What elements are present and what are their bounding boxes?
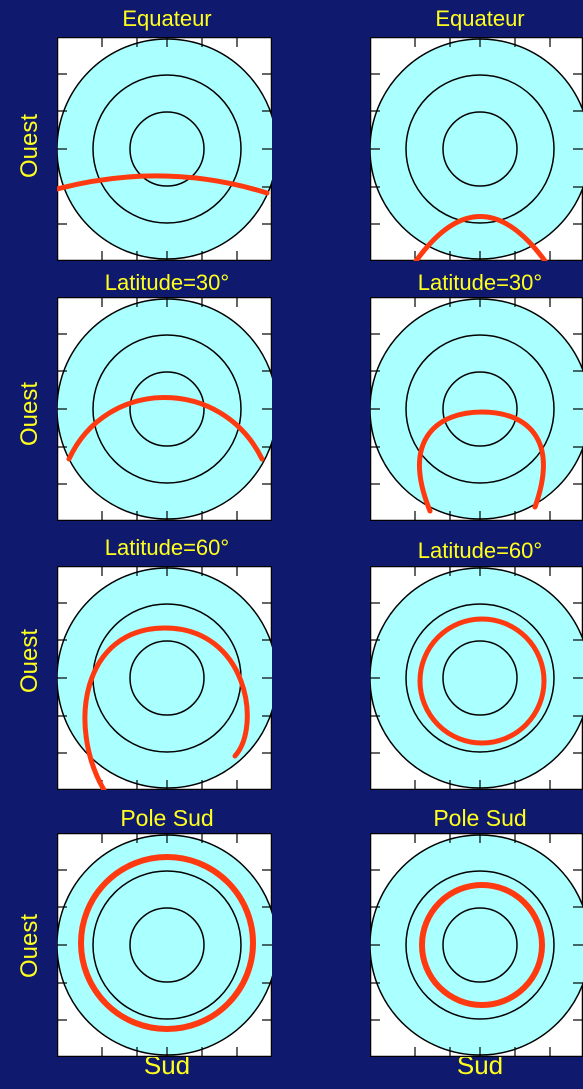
side-label-row-1: Ouest — [16, 113, 43, 179]
sky-panel-equator-right — [370, 37, 583, 261]
horizon-circle — [57, 38, 272, 260]
panel-frame — [57, 37, 272, 261]
altitude-circle-60 — [129, 371, 205, 447]
panel-title-left-2: Latitude=30° — [104, 270, 230, 295]
sky-panel-pole-right — [370, 833, 583, 1057]
sun-path — [417, 616, 547, 746]
panel-frame — [57, 833, 272, 1057]
panel-title-right-3: Latitude=60° — [417, 538, 543, 563]
altitude-circle-60 — [129, 640, 205, 716]
altitude-circle-60 — [442, 371, 518, 447]
sky-panel-equator-left — [57, 37, 272, 261]
sun-path — [413, 214, 548, 261]
panel-frame — [57, 297, 272, 521]
panel-frame — [370, 833, 583, 1057]
panel-frame — [370, 297, 583, 521]
altitude-circle-30 — [405, 74, 555, 224]
panel-title-right-1: Equateur — [435, 6, 525, 31]
sky-panel-lat60-left — [57, 566, 272, 790]
altitude-circle-30 — [92, 334, 242, 484]
altitude-circle-60 — [129, 907, 205, 983]
sun-path — [419, 882, 545, 1008]
sky-panel-lat60-right — [370, 566, 583, 790]
side-label-row-2: Ouest — [16, 381, 43, 447]
altitude-circle-60 — [442, 907, 518, 983]
altitude-circle-60 — [442, 640, 518, 716]
altitude-circle-60 — [442, 111, 518, 187]
altitude-circle-30 — [405, 334, 555, 484]
horizon-circle — [370, 567, 583, 789]
sun-path — [78, 854, 256, 1032]
horizon-circle — [370, 834, 583, 1056]
side-label-row-4: Ouest — [16, 913, 43, 979]
sky-panel-lat30-left — [57, 297, 272, 521]
altitude-circle-60 — [129, 111, 205, 187]
altitude-circle-30 — [405, 603, 555, 753]
sun-path — [82, 625, 250, 790]
altitude-circle-30 — [92, 74, 242, 224]
sun-path — [66, 395, 265, 462]
panel-title-right-2: Latitude=30° — [417, 270, 543, 295]
horizon-circle — [370, 298, 583, 520]
altitude-circle-30 — [405, 870, 555, 1020]
panel-title-left-1: Equateur — [122, 6, 212, 31]
panel-frame — [370, 566, 583, 790]
sky-panel-lat30-right — [370, 297, 583, 521]
horizon-circle — [57, 834, 272, 1056]
panel-frame — [370, 37, 583, 261]
panel-title-right-4: Pole Sud — [433, 805, 527, 831]
panel-title-left-4: Pole Sud — [120, 805, 214, 831]
side-label-row-3: Ouest — [16, 628, 43, 694]
sun-path — [57, 173, 270, 196]
sky-panel-pole-left — [57, 833, 272, 1057]
horizon-circle — [57, 298, 272, 520]
panel-title-left-3: Latitude=60° — [104, 535, 230, 560]
sun-path — [417, 409, 546, 514]
altitude-circle-30 — [92, 870, 242, 1020]
horizon-circle — [370, 38, 583, 260]
